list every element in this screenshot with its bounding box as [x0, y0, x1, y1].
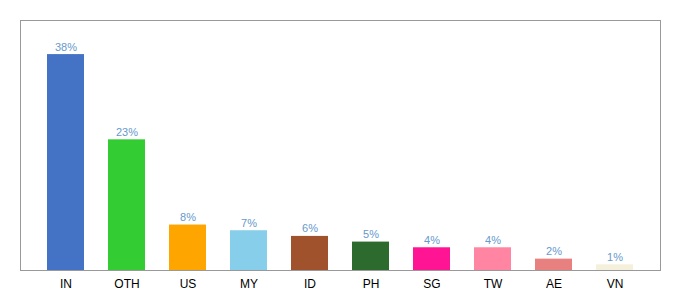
- svg-text:IN: IN: [60, 277, 72, 291]
- svg-text:5%: 5%: [363, 228, 379, 240]
- svg-text:MY: MY: [240, 277, 258, 291]
- svg-text:US: US: [180, 277, 197, 291]
- svg-text:OTH: OTH: [114, 277, 139, 291]
- svg-text:4%: 4%: [424, 234, 440, 246]
- svg-text:PH: PH: [363, 277, 380, 291]
- svg-text:6%: 6%: [302, 222, 318, 234]
- svg-text:AE: AE: [546, 277, 562, 291]
- svg-text:VN: VN: [607, 277, 624, 291]
- svg-text:2%: 2%: [546, 245, 562, 257]
- svg-text:38%: 38%: [55, 41, 77, 53]
- svg-text:1%: 1%: [607, 251, 623, 263]
- svg-text:ID: ID: [304, 277, 316, 291]
- svg-text:7%: 7%: [241, 217, 257, 229]
- svg-text:SG: SG: [423, 277, 440, 291]
- svg-text:8%: 8%: [180, 211, 196, 223]
- svg-text:4%: 4%: [485, 234, 501, 246]
- svg-text:23%: 23%: [116, 126, 138, 138]
- svg-text:TW: TW: [484, 277, 503, 291]
